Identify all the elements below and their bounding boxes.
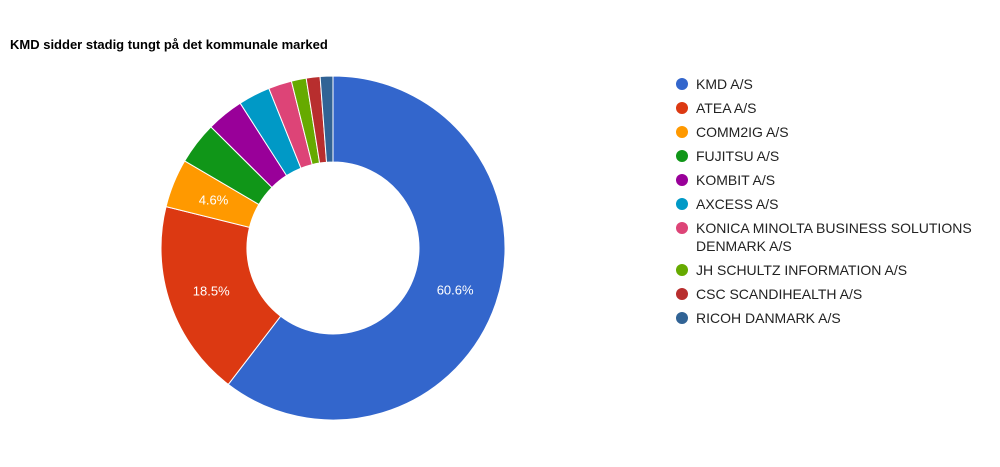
legend-label: AXCESS A/S — [696, 196, 779, 212]
chart-legend: KMD A/S ATEA A/S COMM2IG A/S FUJITSU A/S KOM… — [676, 75, 996, 333]
legend-item[interactable]: CSC SCANDIHEALTH A/S — [676, 285, 996, 303]
chart-title: KMD sidder stadig tungt på det kommunale… — [10, 37, 328, 52]
legend-item[interactable]: KONICA MINOLTA BUSINESS SOLUTIONS DENMAR… — [676, 219, 996, 255]
legend-label: JH SCHULTZ INFORMATION A/S — [696, 262, 908, 278]
legend-label: ATEA A/S — [696, 100, 757, 116]
legend-label: FUJITSU A/S — [696, 148, 780, 164]
legend-label: KONICA MINOLTA BUSINESS SOLUTIONS DENMAR… — [696, 220, 972, 254]
slice-ricoh-danmark-a-s[interactable] — [319, 75, 334, 163]
slice-data-label: 60.6% — [437, 282, 474, 297]
legend-item[interactable]: COMM2IG A/S — [676, 123, 996, 141]
slice-kmd-a-s[interactable] — [227, 75, 506, 421]
donut-slices — [160, 75, 506, 421]
legend-swatch — [676, 102, 688, 114]
legend-item[interactable]: JH SCHULTZ INFORMATION A/S — [676, 261, 996, 279]
legend-swatch — [676, 198, 688, 210]
donut-labels: 60.6% 18.5% 4.6% — [193, 192, 474, 298]
legend-item[interactable]: KMD A/S — [676, 75, 996, 93]
legend-swatch — [676, 174, 688, 186]
legend-label: KMD A/S — [696, 76, 753, 92]
legend-swatch — [676, 150, 688, 162]
legend-swatch — [676, 264, 688, 276]
legend-item[interactable]: ATEA A/S — [676, 99, 996, 117]
slice-atea-a-s[interactable] — [160, 206, 282, 386]
legend-swatch — [676, 222, 688, 234]
legend-label: COMM2IG A/S — [696, 124, 789, 140]
legend-item[interactable]: AXCESS A/S — [676, 195, 996, 213]
legend-swatch — [676, 312, 688, 324]
slice-data-label: 18.5% — [193, 284, 230, 299]
legend-item[interactable]: KOMBIT A/S — [676, 171, 996, 189]
legend-item[interactable]: RICOH DANMARK A/S — [676, 309, 996, 327]
legend-swatch — [676, 78, 688, 90]
legend-item[interactable]: FUJITSU A/S — [676, 147, 996, 165]
slice-data-label: 4.6% — [199, 192, 229, 207]
legend-swatch — [676, 126, 688, 138]
legend-label: RICOH DANMARK A/S — [696, 310, 841, 326]
legend-label: CSC SCANDIHEALTH A/S — [696, 286, 863, 302]
legend-swatch — [676, 288, 688, 300]
legend-label: KOMBIT A/S — [696, 172, 776, 188]
